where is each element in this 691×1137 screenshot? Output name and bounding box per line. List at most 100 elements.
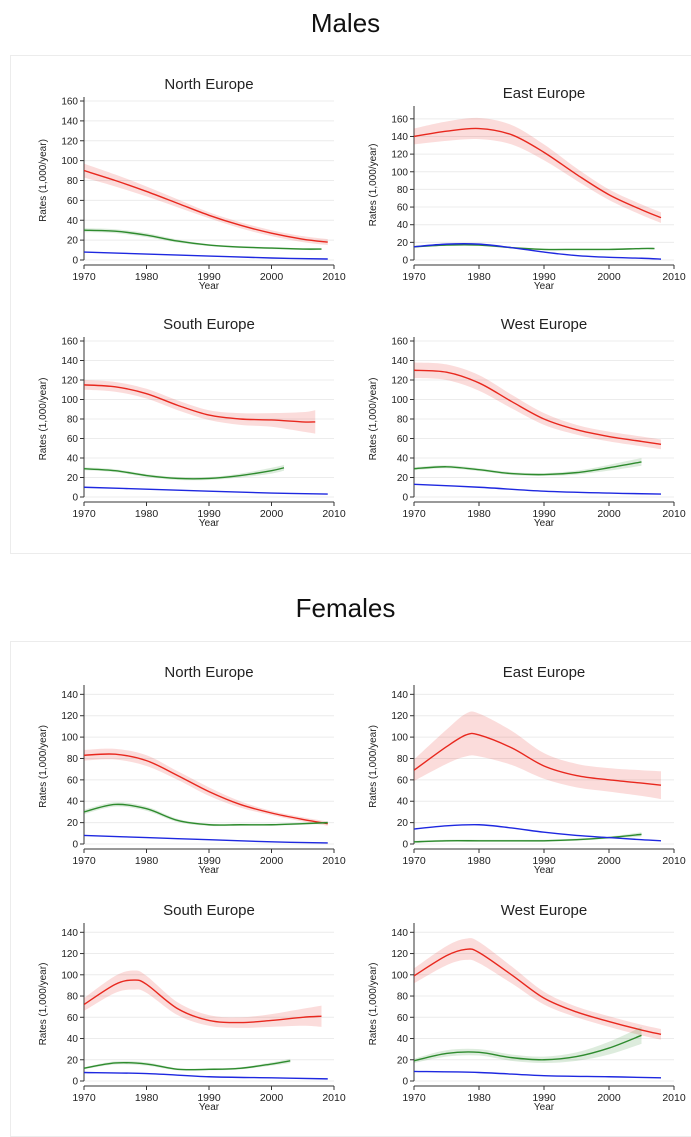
x-tick-label: 1980 [467, 1092, 491, 1104]
red-confidence-band [414, 117, 661, 223]
y-tick-label: 140 [61, 690, 78, 701]
males-west-europe-y-axis-label: Rates (1,000/year) [368, 378, 379, 461]
x-tick-label: 2010 [662, 508, 686, 520]
y-tick-label: 80 [397, 754, 409, 765]
red-series-line [84, 979, 322, 1024]
x-tick-label: 1990 [197, 508, 221, 520]
red-confidence-band [84, 163, 328, 246]
males-figure: North Europe 0 20 40 60 80 100 120 140 160 1970 198… [38, 76, 686, 529]
red-series-line [414, 948, 662, 1035]
blue-series-line [414, 1070, 662, 1079]
y-tick-label: 0 [402, 840, 408, 851]
x-tick-label: 1990 [197, 1092, 221, 1104]
y-tick-label: 0 [402, 1077, 408, 1088]
blue-series-line [414, 243, 662, 260]
y-tick-label: 80 [67, 176, 79, 187]
x-tick-label: 2010 [322, 271, 346, 283]
females-north-europe-panel: North Europe 0 20 40 60 80 100 120 140 1970 1980 19… [38, 664, 346, 876]
males-north-europe-y-axis-label: Rates (1,000/year) [38, 139, 49, 222]
y-tick-label: 120 [61, 949, 78, 960]
x-tick-label: 1980 [135, 855, 159, 867]
green-confidence-band [414, 1026, 642, 1063]
x-tick-label: 1980 [467, 271, 491, 283]
x-tick-label: 2010 [662, 855, 686, 867]
red-confidence-band [414, 938, 661, 1040]
y-tick-label: 60 [397, 434, 409, 445]
y-tick-label: 120 [61, 376, 78, 387]
green-series-line [414, 244, 655, 251]
y-tick-label: 120 [61, 711, 78, 722]
y-tick-label: 60 [397, 775, 409, 786]
y-tick-label: 120 [391, 376, 408, 387]
x-tick-label: 1980 [467, 508, 491, 520]
y-tick-label: 80 [397, 415, 409, 426]
x-tick-label: 2000 [260, 271, 284, 283]
blue-series-line [414, 483, 662, 495]
females-south-europe-series-group [84, 970, 328, 1080]
y-tick-label: 20 [397, 473, 409, 484]
y-tick-label: 20 [397, 818, 409, 829]
y-tick-label: 20 [67, 1055, 79, 1066]
y-tick-label: 40 [67, 797, 79, 808]
y-tick-label: 120 [61, 136, 78, 147]
x-tick-label: 1990 [532, 855, 556, 867]
x-tick-label: 2000 [597, 855, 621, 867]
males-west-europe-panel: West Europe 0 20 40 60 80 100 120 140 160 1970 1980… [368, 316, 686, 529]
y-tick-label: 0 [72, 256, 78, 267]
males-south-europe-panel: South Europe 0 20 40 60 80 100 120 140 160 1970 198… [38, 316, 346, 529]
x-tick-label: 1980 [135, 1092, 159, 1104]
blue-series-line [84, 251, 328, 260]
males-section-title: Males [310, 8, 381, 38]
x-tick-label: 2000 [260, 508, 284, 520]
green-series-line [414, 1034, 642, 1062]
females-south-europe-title: South Europe [163, 902, 255, 919]
males-west-europe-series-group [414, 362, 662, 495]
y-tick-label: 20 [67, 236, 79, 247]
x-tick-label: 1990 [197, 855, 221, 867]
y-tick-label: 60 [67, 434, 79, 445]
females-east-europe-y-axis-label: Rates (1,000/year) [368, 725, 379, 808]
females-section-title: Females [295, 593, 396, 623]
red-series-line [414, 732, 662, 786]
y-tick-label: 100 [391, 733, 408, 744]
y-tick-label: 60 [67, 1013, 79, 1024]
y-tick-label: 40 [67, 454, 79, 465]
y-tick-label: 20 [67, 473, 79, 484]
red-series-line [84, 384, 316, 423]
y-tick-label: 140 [391, 356, 408, 367]
males-south-europe-x-axis-label: Year [199, 518, 220, 529]
y-tick-label: 100 [391, 395, 408, 406]
x-tick-label: 1990 [532, 1092, 556, 1104]
y-tick-label: 40 [397, 454, 409, 465]
males-south-europe-title: South Europe [163, 316, 255, 333]
x-tick-label: 2000 [597, 508, 621, 520]
y-tick-label: 100 [391, 970, 408, 981]
females-east-europe-x-axis-label: Year [534, 865, 555, 876]
red-confidence-band [414, 362, 661, 450]
females-south-europe-y-axis-label: Rates (1,000/year) [38, 963, 49, 1046]
y-tick-label: 100 [61, 156, 78, 167]
green-series-line [84, 229, 322, 250]
red-confidence-band [84, 970, 322, 1028]
males-north-europe-x-axis-label: Year [199, 281, 220, 292]
y-tick-label: 80 [397, 185, 409, 196]
y-tick-label: 140 [61, 116, 78, 127]
y-tick-label: 40 [67, 1034, 79, 1045]
green-series-line [414, 461, 642, 476]
males-east-europe-x-axis-label: Year [534, 281, 555, 292]
y-tick-label: 140 [391, 690, 408, 701]
x-tick-label: 1980 [135, 271, 159, 283]
blue-series-line [84, 834, 328, 844]
x-tick-label: 1990 [532, 271, 556, 283]
females-west-europe-y-axis-label: Rates (1,000/year) [368, 963, 379, 1046]
y-tick-label: 100 [61, 970, 78, 981]
females-east-europe-title: East Europe [503, 664, 586, 681]
green-series-line [84, 803, 328, 826]
x-tick-label: 1990 [197, 271, 221, 283]
x-tick-label: 1970 [402, 855, 426, 867]
blue-series-line [84, 486, 328, 495]
red-series-line [84, 169, 328, 243]
x-tick-label: 1970 [72, 271, 96, 283]
x-tick-label: 2010 [322, 1092, 346, 1104]
y-tick-label: 140 [391, 928, 408, 939]
